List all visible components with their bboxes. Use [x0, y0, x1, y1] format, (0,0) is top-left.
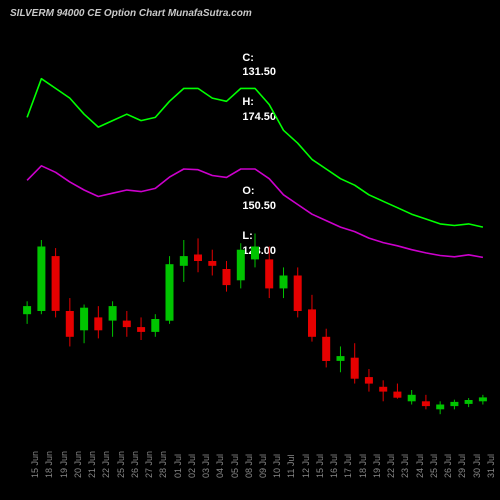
candle-body [94, 317, 102, 330]
candle-body [151, 319, 159, 332]
x-tick-label: 11 Jul [286, 455, 296, 478]
x-tick-label: 17 Jul [343, 454, 353, 478]
x-tick-label: 03 Jul [201, 454, 211, 478]
candle-body [166, 264, 174, 321]
x-tick-label: 16 Jul [329, 454, 339, 478]
candlesticks [23, 234, 487, 415]
x-tick-label: 26 Jul [443, 454, 453, 478]
candle-body [294, 276, 302, 312]
candle-body [479, 397, 487, 401]
x-tick-label: 22 Jul [386, 454, 396, 478]
x-tick-label: 18 Jul [358, 454, 368, 478]
x-tick-label: 25 Jun [116, 451, 126, 478]
x-tick-label: 08 Jul [244, 454, 254, 478]
x-tick-label: 25 Jul [429, 454, 439, 478]
x-tick-label: 18 Jun [44, 451, 54, 478]
candle-body [450, 402, 458, 406]
candle-body [337, 356, 345, 361]
x-tick-label: 20 Jun [73, 451, 83, 478]
x-tick-label: 30 Jul [472, 454, 482, 478]
x-tick-label: 15 Jun [30, 451, 40, 478]
candle-body [436, 405, 444, 410]
x-tick-label: 27 Jun [144, 451, 154, 478]
candle-body [393, 392, 401, 398]
candle-body [251, 247, 259, 260]
x-tick-label: 23 Jul [400, 454, 410, 478]
candle-body [37, 247, 45, 312]
candle-body [52, 256, 60, 311]
indicator-lines [27, 79, 483, 258]
x-tick-label: 26 Jun [130, 451, 140, 478]
x-tick-label: 19 Jul [372, 454, 382, 478]
x-tick-label: 31 Jul [486, 454, 496, 478]
candle-body [365, 377, 373, 384]
candle-body [280, 276, 288, 289]
x-tick-label: 22 Jun [101, 451, 111, 478]
x-tick-label: 21 Jun [87, 451, 97, 478]
x-axis-labels: 15 Jun 18 Jun 19 Jun 20 Jun 21 Jun 22 Jun 25 J… [0, 440, 500, 500]
x-tick-label: 24 Jul [415, 454, 425, 478]
x-tick-label: 09 Jul [258, 454, 268, 478]
x-tick-label: 15 Jul [315, 454, 325, 478]
x-tick-label: 01 Jul [173, 454, 183, 478]
x-tick-label: 02 Jul [187, 454, 197, 478]
candle-body [66, 311, 74, 337]
candle-body [180, 256, 188, 266]
candle-body [322, 337, 330, 361]
candle-body [194, 255, 202, 262]
candle-body [465, 400, 473, 404]
x-tick-label: 05 Jul [230, 454, 240, 478]
x-tick-label: 10 Jul [272, 454, 282, 478]
x-tick-label: 29 Jul [457, 454, 467, 478]
candle-body [223, 269, 231, 285]
chart-svg [0, 0, 500, 500]
candle-body [137, 327, 145, 332]
candle-body [109, 306, 117, 321]
chart-container: SILVERM 94000 CE Option Chart MunafaSutr… [0, 0, 500, 500]
x-tick-label: 04 Jul [215, 454, 225, 478]
candle-body [308, 309, 316, 336]
candle-body [265, 259, 273, 288]
candle-body [379, 387, 387, 392]
candle-body [208, 261, 216, 266]
x-tick-label: 28 Jun [158, 451, 168, 478]
x-tick-label: 12 Jul [301, 454, 311, 478]
candle-body [237, 250, 245, 281]
candle-body [351, 358, 359, 379]
candle-body [422, 401, 430, 406]
candle-body [408, 395, 416, 402]
candle-body [23, 306, 31, 314]
x-tick-label: 19 Jun [59, 451, 69, 478]
candle-body [123, 321, 131, 328]
candle-body [80, 308, 88, 331]
